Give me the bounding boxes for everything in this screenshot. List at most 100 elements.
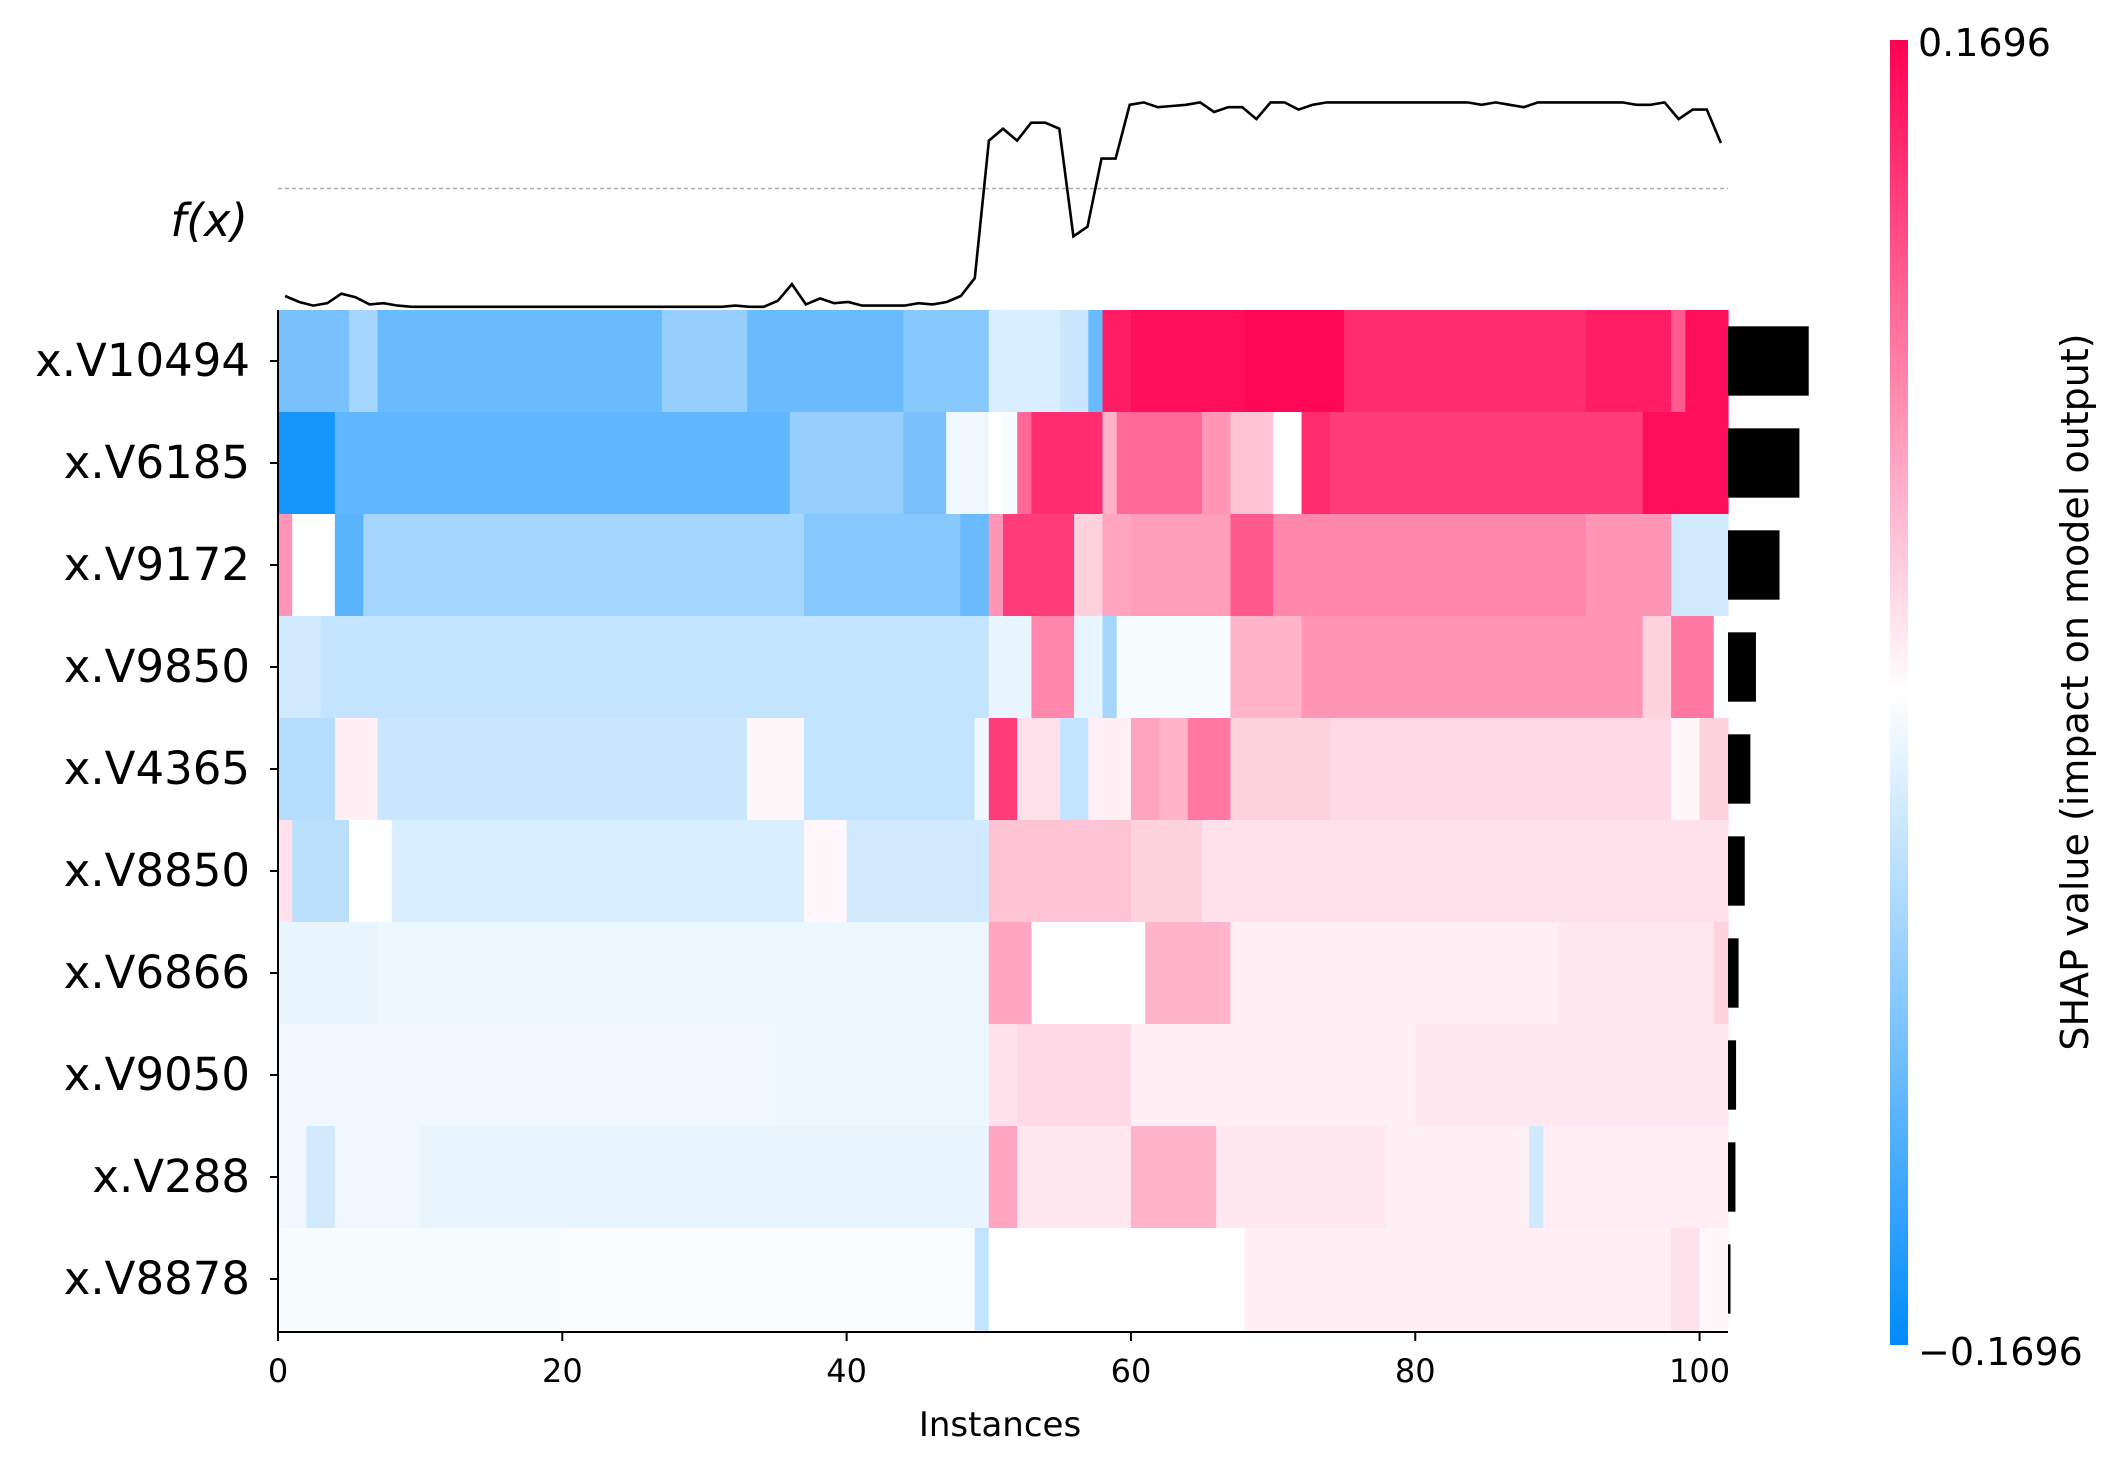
x-ticks: 0 20 40 60 80 100 — [268, 1332, 1730, 1390]
heatmap-cell — [1003, 412, 1018, 515]
feature-label: x.V9850 — [64, 640, 250, 693]
heatmap-cell — [1116, 412, 1203, 515]
heatmap-cell — [1017, 412, 1033, 515]
heatmap-cell — [1329, 412, 1644, 515]
heatmap-cell — [974, 718, 990, 821]
heatmap-cell — [320, 616, 990, 719]
heatmap-cell — [1088, 718, 1132, 821]
heatmap-cell — [661, 310, 748, 413]
heatmap-cell — [803, 514, 961, 617]
heatmap-cell — [988, 616, 1033, 719]
heatmap-cell — [1528, 1126, 1544, 1229]
heatmap-cell — [420, 1126, 990, 1229]
heatmap-cell — [1585, 514, 1672, 617]
heatmap-cell — [1713, 922, 1729, 1025]
heatmap-cell — [278, 616, 322, 719]
heatmap-cell — [988, 1024, 1018, 1127]
heatmap-cell — [747, 310, 905, 413]
fx-label: f(x) — [170, 194, 248, 247]
heatmap-cell — [1130, 820, 1203, 923]
heatmap-cell — [1216, 1126, 1388, 1229]
heatmap-cell — [1671, 1228, 1701, 1331]
heatmap-cell — [334, 412, 791, 515]
importance-bar — [1728, 938, 1739, 1008]
heatmap-cell — [1244, 310, 1345, 413]
x-tick-label: 20 — [542, 1352, 583, 1390]
heatmap-cell — [1088, 310, 1104, 413]
heatmap-cell — [903, 412, 947, 515]
heatmap-cell — [1017, 1126, 1132, 1229]
heatmap-cell — [1145, 922, 1232, 1025]
heatmap-cell — [1230, 514, 1274, 617]
importance-bar — [1728, 1040, 1737, 1110]
heatmap-cell — [278, 1228, 563, 1331]
heatmap-cell — [1102, 616, 1118, 719]
heatmap-cell — [1102, 514, 1132, 617]
heatmap-cell — [278, 1126, 308, 1229]
heatmap-cell — [1329, 718, 1672, 821]
heatmap-cell — [1344, 310, 1587, 413]
heatmap-cell — [1130, 514, 1232, 617]
heatmap-cell — [1386, 1126, 1530, 1229]
heatmap-cell — [1031, 616, 1075, 719]
heatmap-cell — [278, 1024, 777, 1127]
heatmap-cell — [1159, 718, 1189, 821]
heatmap-cell — [1557, 922, 1715, 1025]
heatmap-cell — [1699, 718, 1729, 821]
importance-bar — [1728, 632, 1756, 702]
heatmap-cell — [1230, 922, 1559, 1025]
heatmap-cell — [1230, 616, 1303, 719]
heatmap-cell — [1059, 718, 1089, 821]
heatmap-cell — [1187, 718, 1232, 821]
heatmap-cell — [988, 1126, 1018, 1229]
feature-label: x.V6866 — [64, 946, 250, 999]
heatmap-cell — [1230, 412, 1274, 515]
importance-bar — [1728, 734, 1751, 804]
heatmap-cell — [334, 718, 379, 821]
heatmap-cell — [334, 1126, 421, 1229]
heatmap-cell — [1102, 412, 1118, 515]
heatmap-cell — [1699, 1228, 1729, 1331]
x-axis-label: Instances — [919, 1405, 1081, 1445]
heatmap-cell — [278, 718, 336, 821]
heatmap-cell — [1642, 412, 1729, 515]
heatmap-cell — [278, 820, 293, 923]
heatmap-cell — [1415, 1024, 1729, 1127]
heatmap-cell — [1671, 718, 1701, 821]
heatmap-cell — [334, 514, 364, 617]
heatmap-cell — [377, 922, 990, 1025]
x-tick-label: 60 — [1111, 1352, 1152, 1390]
heatmap-cell — [747, 718, 805, 821]
heatmap-cell — [988, 820, 1132, 923]
heatmap-cell — [349, 310, 379, 413]
heatmap-cell — [988, 922, 1033, 1025]
heatmap-cell — [1543, 1126, 1729, 1229]
heatmap-cell — [1031, 922, 1146, 1025]
heatmap-cell — [1102, 310, 1132, 413]
heatmap-cell — [988, 310, 1061, 413]
heatmap-cell — [1202, 412, 1232, 515]
heatmap-cell — [306, 1126, 336, 1229]
heatmap-cell — [1130, 1024, 1416, 1127]
heatmap-cell — [292, 514, 336, 617]
feature-label: x.V9050 — [64, 1048, 250, 1101]
heatmap-cell — [1017, 1024, 1132, 1127]
heatmap-cell — [1017, 718, 1061, 821]
heatmap-cell — [292, 820, 350, 923]
importance-bars — [1728, 326, 1809, 1314]
heatmap-cells — [278, 310, 1729, 1331]
heatmap-cell — [1130, 718, 1160, 821]
heatmap-cell — [789, 412, 905, 515]
heatmap-cell — [1074, 514, 1104, 617]
heatmap-cell — [1273, 412, 1303, 515]
colorbar-max-label: 0.1696 — [1918, 21, 2051, 65]
importance-bar — [1728, 1142, 1736, 1212]
importance-bar — [1728, 1244, 1731, 1314]
heatmap-cell — [846, 820, 990, 923]
feature-label: x.V10494 — [35, 334, 250, 387]
heatmap-cell — [1713, 616, 1729, 719]
heatmap-cell — [349, 820, 393, 923]
heatmap-cell — [988, 514, 1004, 617]
heatmap-cell — [377, 718, 748, 821]
